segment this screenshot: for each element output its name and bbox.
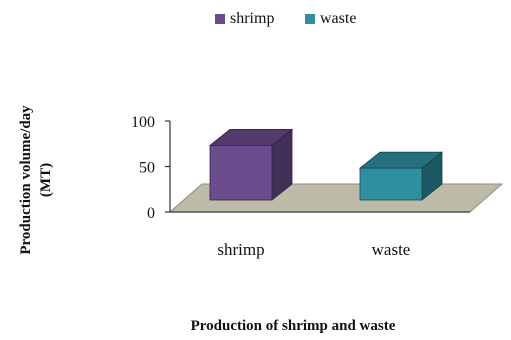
legend: shrimp waste <box>215 10 356 27</box>
bar-waste <box>358 151 444 201</box>
legend-label-shrimp: shrimp <box>230 10 274 27</box>
legend-label-waste: waste <box>320 10 356 27</box>
y-tick-label: 50 <box>139 160 155 177</box>
y-tick-label: 0 <box>147 205 155 222</box>
x-category-label: shrimp <box>217 240 264 259</box>
y-axis-title-line-1: Production volume/day <box>18 105 34 255</box>
x-axis-title: Production of shrimp and waste <box>191 318 396 334</box>
legend-swatch-waste <box>305 14 315 24</box>
x-axis-categories: shrimp waste <box>217 240 410 259</box>
y-tick-label: 100 <box>131 114 155 131</box>
y-axis-ticks: 0 50 100 <box>131 114 170 222</box>
bar-shrimp <box>208 128 294 201</box>
bar-front-face <box>359 167 423 201</box>
bars <box>208 128 444 201</box>
x-category-label: waste <box>372 240 411 259</box>
y-axis-title: Production volume/day (MT) <box>18 105 54 255</box>
y-axis-title-line-2: (MT) <box>38 163 54 197</box>
legend-swatch-shrimp <box>215 14 225 24</box>
bar-front-face <box>209 144 273 201</box>
